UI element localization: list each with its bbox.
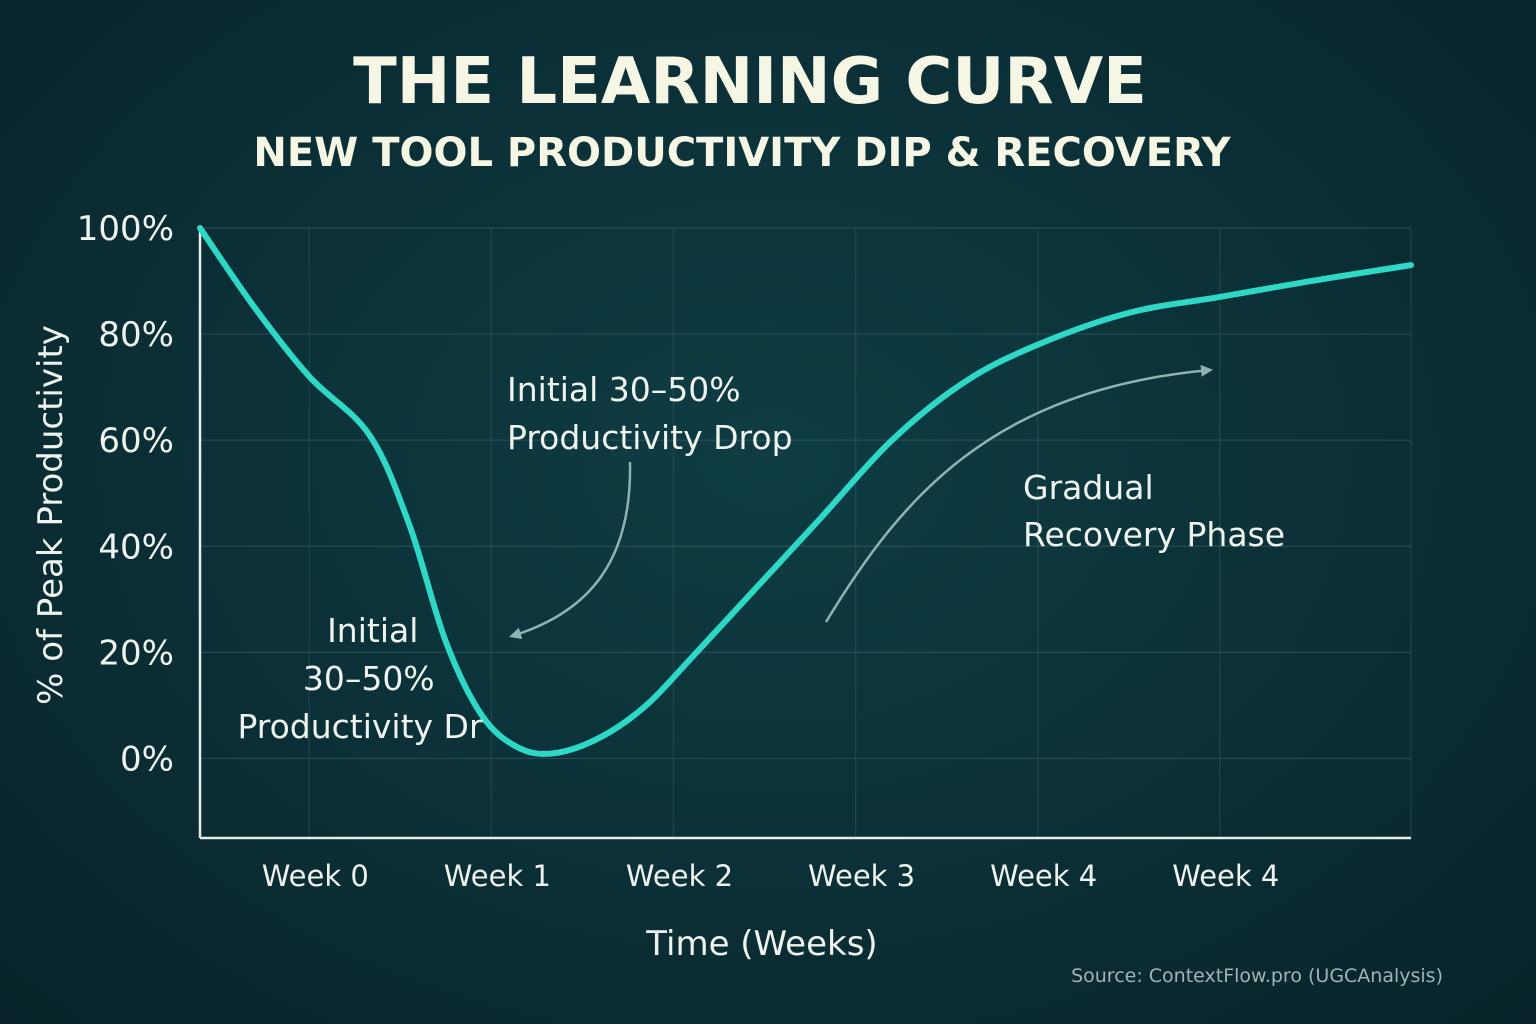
annotation-drop: Initial 30–50% Productivity Drop xyxy=(507,370,793,457)
grid-lines xyxy=(200,227,1412,838)
annotation-recovery: Gradual Recovery Phase xyxy=(1023,468,1285,554)
chart-subtitle: NEW TOOL PRODUCTIVITY DIP & RECOVERY xyxy=(253,130,1231,176)
annotation-drop-truncated: Initial 30–50% Productivity Dr xyxy=(237,611,483,746)
y-tick-label-2: 60% xyxy=(98,421,174,461)
y-tick-label-5: 0% xyxy=(120,739,174,779)
y-tick-label-3: 40% xyxy=(98,527,174,567)
x-tick-label-0: Week 0 xyxy=(262,859,369,893)
recovery-annotation-arrow xyxy=(824,364,1213,623)
drop-annotation-arrow xyxy=(509,461,632,640)
y-axis-label: % of Peak Productivity xyxy=(31,325,71,705)
x-tick-label-3: Week 3 xyxy=(808,859,915,893)
x-tick-label-1: Week 1 xyxy=(444,859,551,893)
y-tick-label-1: 80% xyxy=(98,315,174,355)
y-tick-label-0: 100% xyxy=(77,209,174,249)
axes xyxy=(198,228,1411,840)
series-group xyxy=(197,225,1414,757)
x-tick-label-5: Week 4 xyxy=(1172,859,1279,893)
x-axis-label: Time (Weeks) xyxy=(645,924,877,964)
x-tick-label-4: Week 4 xyxy=(990,859,1097,893)
chart-title: THE LEARNING CURVE xyxy=(353,45,1147,119)
source-note: Source: ContextFlow.pro (UGCAnalysis) xyxy=(1071,965,1443,987)
x-tick-label-2: Week 2 xyxy=(626,859,733,893)
y-tick-label-4: 20% xyxy=(98,633,174,673)
y-axis-ticks: 100% 80% 60% 40% 20% 0% xyxy=(77,209,174,779)
x-axis-ticks: Week 0 Week 1 Week 2 Week 3 Week 4 Week 4 xyxy=(262,859,1280,893)
series-line-0 xyxy=(197,225,1414,757)
